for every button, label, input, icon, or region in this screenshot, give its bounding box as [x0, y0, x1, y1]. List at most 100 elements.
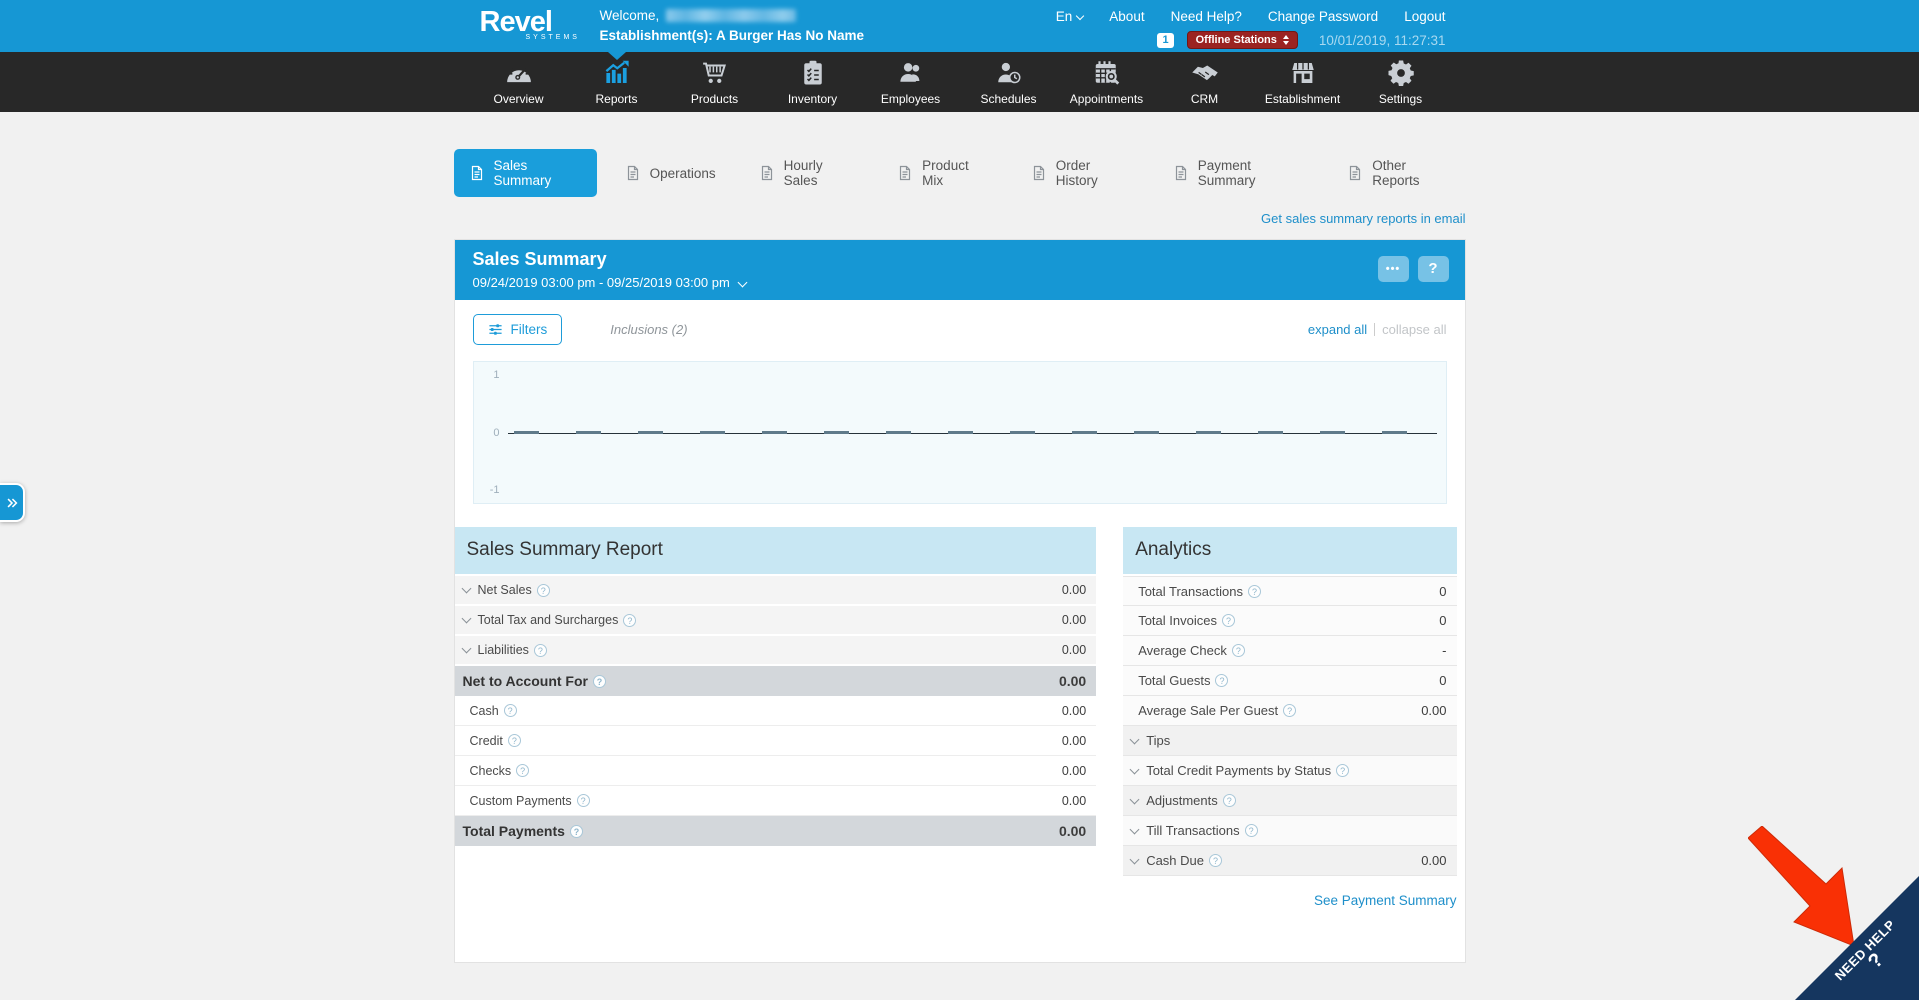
help-icon[interactable]: [1231, 644, 1245, 657]
row-value: 0.00: [1061, 703, 1087, 718]
help-icon[interactable]: [1247, 584, 1261, 598]
need-help-ribbon[interactable]: NEED HELP ?: [1795, 876, 1919, 1000]
help-icon[interactable]: [503, 704, 517, 717]
tab-other-reports[interactable]: Other Reports: [1332, 149, 1465, 197]
help-icon[interactable]: [1222, 794, 1236, 807]
collapse-all-link[interactable]: collapse all: [1382, 322, 1447, 337]
shopping-cart-icon: [666, 58, 764, 91]
nav-item-label: Overview: [493, 92, 544, 106]
redacted-username: [666, 9, 797, 22]
see-payment-summary-link[interactable]: See Payment Summary: [1313, 893, 1457, 908]
help-icon[interactable]: [516, 764, 530, 777]
offline-stations-dropdown[interactable]: Offline Stations: [1186, 31, 1298, 49]
table-row-liabilities[interactable]: Liabilities 0.00: [454, 636, 1097, 666]
help-icon[interactable]: [569, 824, 583, 838]
nav-item-settings[interactable]: Settings: [1352, 52, 1450, 106]
need-help-link[interactable]: Need Help?: [1170, 9, 1242, 24]
help-icon[interactable]: [623, 613, 637, 627]
table-row-credit: Credit 0.00: [454, 726, 1097, 756]
clipboard-icon: [764, 58, 862, 91]
analytics-row-cash-due[interactable]: Cash Due 0.00: [1123, 846, 1457, 876]
bar-chart-icon: [568, 58, 666, 91]
row-value: 0.00: [1061, 763, 1087, 778]
help-icon[interactable]: [1215, 674, 1229, 687]
y-axis-tick: -1: [489, 484, 500, 496]
help-icon[interactable]: [1283, 704, 1297, 717]
top-header: Revel SYSTEMS Welcome, Establishment(s):…: [0, 0, 1919, 52]
row-value: 0: [1439, 613, 1447, 628]
tab-payment-summary[interactable]: Payment Summary: [1158, 149, 1319, 197]
y-axis-tick: 1: [493, 369, 500, 381]
nav-item-employees[interactable]: Employees: [862, 52, 960, 106]
date-range-selector[interactable]: 09/24/2019 03:00 pm - 09/25/2019 03:00 p…: [473, 275, 748, 290]
up-down-arrows-icon: [1282, 35, 1289, 45]
tab-hourly-sales[interactable]: Hourly Sales: [744, 149, 870, 197]
nav-item-reports[interactable]: Reports: [568, 52, 666, 106]
nav-item-label: Inventory: [787, 92, 838, 106]
tab-sales-summary[interactable]: Sales Summary: [453, 149, 597, 197]
nav-item-schedules[interactable]: Schedules: [960, 52, 1058, 106]
table-row-total-tax[interactable]: Total Tax and Surcharges 0.00: [454, 606, 1097, 636]
row-label: Cash Due: [1146, 853, 1204, 868]
nav-item-products[interactable]: Products: [666, 52, 764, 106]
about-link[interactable]: About: [1109, 9, 1145, 24]
email-reports-link[interactable]: Get sales summary reports in email: [1261, 211, 1466, 226]
analytics-row-average-sale-per-guest: Average Sale Per Guest 0.00: [1123, 696, 1457, 726]
side-panel-toggle[interactable]: [0, 483, 25, 522]
help-icon[interactable]: [576, 794, 590, 807]
analytics-row-total-credit-payments[interactable]: Total Credit Payments by Status: [1123, 756, 1457, 786]
row-label: Tips: [1146, 733, 1171, 748]
analytics-row-total-transactions: Total Transactions 0: [1123, 576, 1457, 606]
nav-item-crm[interactable]: CRM: [1156, 52, 1254, 106]
more-options-button[interactable]: •••: [1377, 256, 1409, 282]
nav-item-overview[interactable]: Overview: [470, 52, 568, 106]
chevron-down-icon: [463, 643, 478, 657]
row-label: Net Sales: [477, 583, 532, 597]
ribbon-background: [1795, 876, 1919, 1000]
report-doc-icon: [1173, 165, 1189, 181]
help-icon[interactable]: [1209, 854, 1222, 867]
nav-item-establishment[interactable]: Establishment: [1254, 52, 1352, 106]
analytics-row-adjustments[interactable]: Adjustments: [1123, 786, 1457, 816]
help-icon[interactable]: [592, 674, 606, 688]
tab-operations[interactable]: Operations: [610, 149, 731, 197]
panel-toolbar: Filters Inclusions (2) expand all collap…: [455, 300, 1465, 353]
row-label: Custom Payments: [469, 793, 572, 808]
tab-label: Payment Summary: [1197, 158, 1256, 188]
help-icon[interactable]: [1221, 614, 1235, 627]
tab-label: Product Mix: [922, 158, 969, 188]
nav-item-label: Products: [690, 92, 739, 106]
help-icon[interactable]: [507, 734, 521, 747]
double-chevron-right-icon: [5, 496, 19, 510]
panel-help-button[interactable]: ?: [1417, 256, 1449, 282]
change-password-link[interactable]: Change Password: [1267, 9, 1379, 24]
revel-logo[interactable]: Revel SYSTEMS: [454, 0, 600, 52]
inclusions-label[interactable]: Inclusions (2): [610, 322, 688, 337]
nav-item-inventory[interactable]: Inventory: [764, 52, 862, 106]
analytics-row-tips[interactable]: Tips: [1123, 726, 1457, 756]
tab-label: Other Reports: [1372, 158, 1420, 188]
help-icon[interactable]: [1336, 764, 1350, 777]
logout-link[interactable]: Logout: [1404, 9, 1446, 24]
table-row-net-sales[interactable]: Net Sales 0.00: [454, 576, 1097, 606]
sales-summary-panel: Sales Summary 09/24/2019 03:00 pm - 09/2…: [453, 239, 1466, 963]
filters-icon: [488, 322, 503, 337]
row-value: 0.00: [1061, 793, 1087, 808]
filters-button[interactable]: Filters: [472, 314, 563, 345]
tab-label: Hourly Sales: [783, 158, 823, 188]
row-label: Total Transactions: [1138, 583, 1243, 599]
tab-order-history[interactable]: Order History: [1016, 149, 1145, 197]
help-icon[interactable]: [1244, 824, 1258, 837]
language-selector[interactable]: En: [1056, 9, 1085, 24]
tab-product-mix[interactable]: Product Mix: [882, 149, 1003, 197]
welcome-label: Welcome,: [599, 8, 660, 23]
row-label: Net to Account For: [462, 673, 588, 689]
table-title: Sales Summary Report: [454, 527, 1097, 576]
table-title: Analytics: [1123, 527, 1457, 576]
help-icon[interactable]: [536, 583, 550, 597]
row-label: Total Tax and Surcharges: [477, 613, 619, 627]
nav-item-appointments[interactable]: Appointments: [1058, 52, 1156, 106]
expand-all-link[interactable]: expand all: [1307, 322, 1368, 337]
help-icon[interactable]: [533, 643, 547, 657]
analytics-row-till-transactions[interactable]: Till Transactions: [1123, 816, 1457, 846]
